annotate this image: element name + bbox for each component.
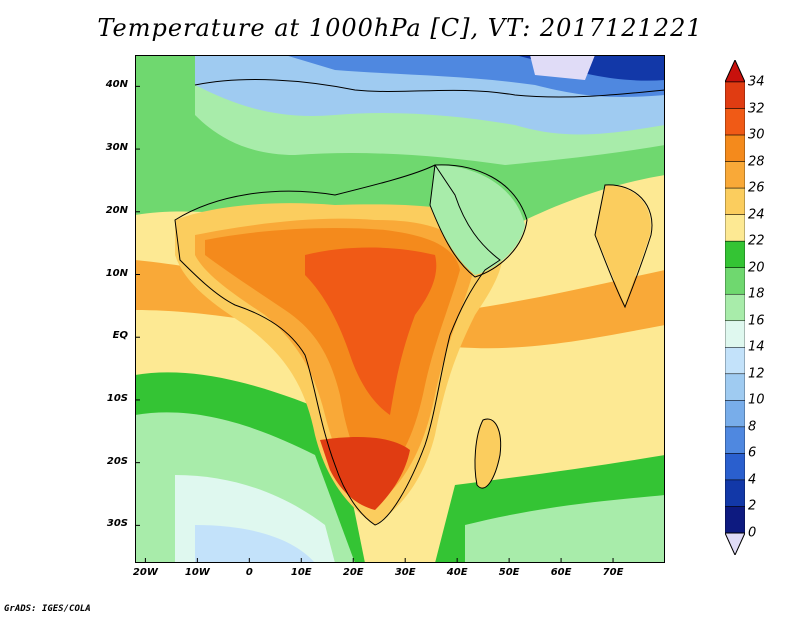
colorbar-band — [725, 453, 745, 481]
x-axis-label: 10E — [290, 567, 312, 578]
colorbar-over-triangle — [725, 60, 745, 83]
colorbar-band — [725, 373, 745, 401]
africa-coastline — [174, 164, 501, 526]
y-axis-label: 20N — [105, 204, 128, 216]
colorbar-level-label: 28 — [748, 154, 765, 170]
ocean-band-orange — [135, 260, 665, 349]
map-frame — [135, 55, 665, 563]
colorbar-level-label: 18 — [748, 286, 765, 302]
southern-africa-hot — [320, 437, 410, 510]
axis-ticks — [135, 85, 614, 563]
x-axis-label: 20E — [342, 567, 364, 578]
colorbar-level-label: 8 — [748, 419, 757, 435]
ocean-band-southwest-blue — [195, 525, 315, 563]
india-coastline — [594, 184, 653, 309]
colorbar-band — [725, 134, 745, 162]
credit-text: GrADS: IGES/COLA — [4, 604, 91, 614]
colorbar-band — [725, 347, 745, 375]
colorbar — [725, 60, 745, 555]
colorbar-band — [725, 240, 745, 268]
colorbar-band — [725, 161, 745, 189]
colorbar-level-label: 24 — [748, 207, 765, 223]
y-axis-label: 10S — [106, 392, 128, 404]
colorbar-band — [725, 400, 745, 428]
x-axis-label: 60E — [550, 567, 572, 578]
colorbar-level-label: 30 — [748, 127, 765, 143]
colorbar-band — [725, 426, 745, 454]
colorbar-band — [725, 320, 745, 348]
y-axis-label: 30S — [106, 518, 128, 530]
colorbar-level-label: 4 — [748, 472, 757, 488]
africa-hottest-land — [305, 247, 437, 415]
colorbar-level-label: 20 — [748, 260, 765, 276]
colorbar-level-label: 12 — [748, 366, 765, 382]
colorbar-level-label: 2 — [748, 498, 757, 514]
colorbar-band — [725, 479, 745, 507]
x-axis-label: 70E — [602, 567, 624, 578]
y-axis-label: 10N — [105, 267, 128, 279]
x-axis-label: 10W — [184, 567, 210, 578]
colorbar-level-label: 6 — [748, 445, 757, 461]
y-axis-label: 20S — [106, 455, 128, 467]
map-title: Temperature at 1000hPa [C], VT: 20171212… — [97, 14, 703, 42]
colorbar-band — [725, 506, 745, 534]
colorbar-band — [725, 187, 745, 215]
arabia-coastline — [429, 164, 528, 278]
colorbar-band — [725, 81, 745, 109]
y-axis-label: 30N — [105, 142, 128, 154]
colorbar-band — [725, 293, 745, 322]
x-axis-label: 40E — [446, 567, 468, 578]
y-axis-label: 40N — [105, 79, 128, 91]
north-under-region — [530, 55, 595, 80]
colorbar-band — [725, 267, 745, 295]
colorbar-band — [725, 108, 745, 136]
europe-coastline — [194, 79, 665, 98]
india-land — [595, 185, 651, 305]
x-axis-label: 20W — [132, 567, 158, 578]
colorbar-level-label: 26 — [748, 180, 765, 196]
colorbar-band — [725, 214, 745, 242]
colorbar-level-label: 16 — [748, 313, 765, 329]
ocean-band-southeast-lightgreen — [465, 495, 665, 563]
madagascar-land — [474, 418, 502, 489]
colorbar-level-label: 34 — [748, 74, 765, 90]
colorbar-level-label: 14 — [748, 339, 765, 355]
colorbar-level-label: 32 — [748, 101, 765, 117]
colorbar-level-label: 10 — [748, 392, 765, 408]
x-axis-label: 50E — [498, 567, 520, 578]
colorbar-level-label: 0 — [748, 525, 757, 541]
x-axis-label: 0 — [245, 567, 253, 578]
x-axis-label: 30E — [394, 567, 416, 578]
y-axis-label: EQ — [112, 330, 128, 342]
temperature-map — [135, 55, 665, 563]
colorbar-level-label: 22 — [748, 233, 765, 249]
colorbar-under-triangle — [725, 532, 745, 555]
